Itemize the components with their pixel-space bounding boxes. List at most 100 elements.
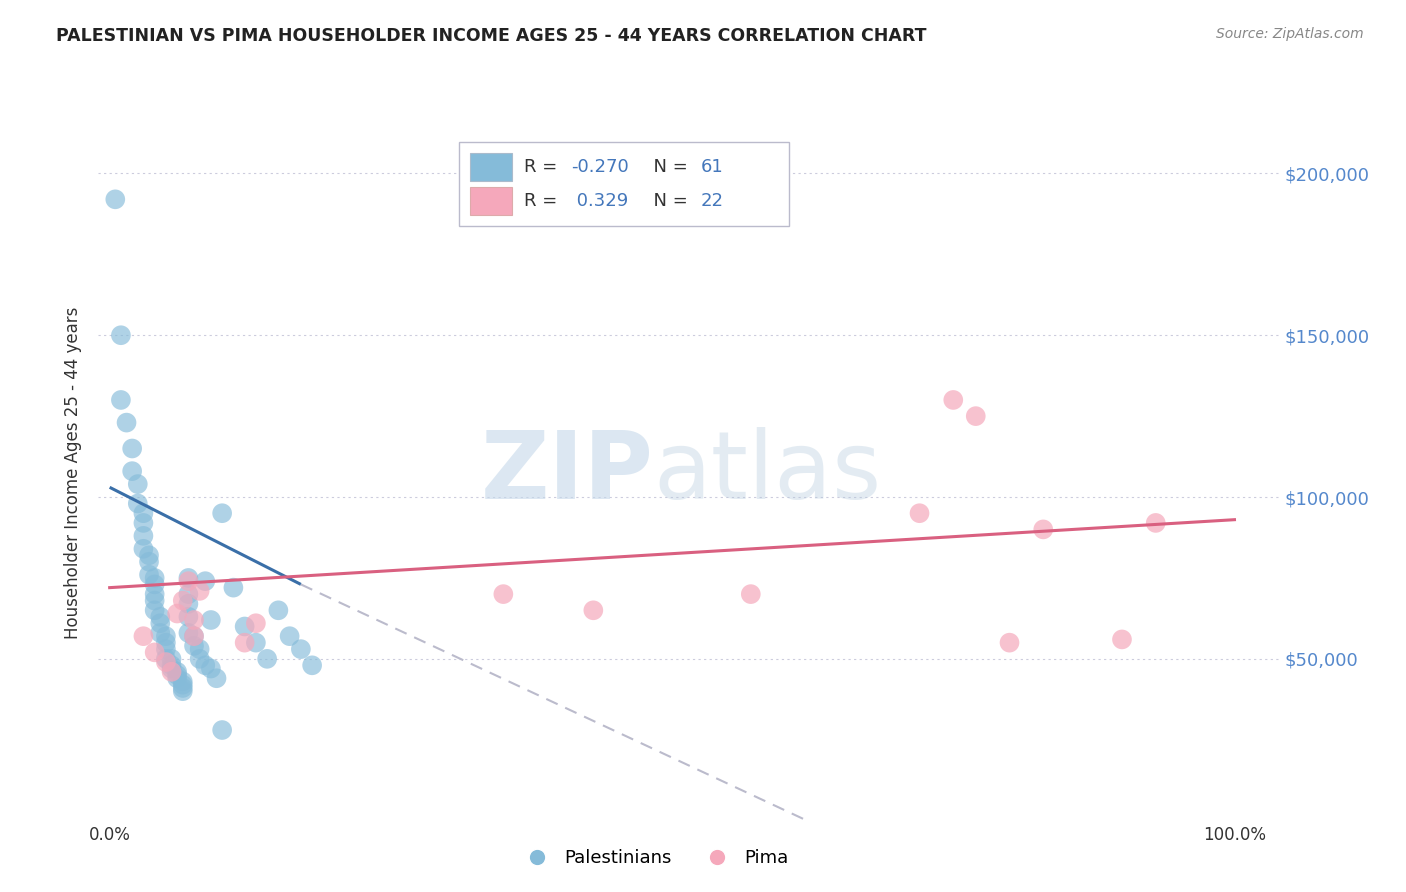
Point (177, 597, 200, 611)
Point (138, 567, 160, 582)
Point (194, 658, 217, 673)
Point (177, 587, 200, 601)
Point (166, 665, 188, 679)
Point (1032, 522, 1054, 536)
Point (132, 541, 155, 556)
Point (127, 477, 149, 491)
Point (582, 603, 605, 617)
Point (160, 661, 183, 675)
Point (233, 619, 256, 633)
Point (172, 593, 194, 607)
Point (245, 616, 267, 631)
Text: atlas: atlas (654, 426, 882, 519)
Text: N =: N = (641, 158, 693, 176)
Point (149, 616, 172, 631)
Point (149, 626, 172, 640)
Bar (471, 187, 512, 215)
Text: N =: N = (641, 193, 693, 211)
Point (166, 668, 188, 682)
Point (194, 574, 217, 589)
Point (155, 655, 177, 669)
Point (121, 442, 143, 456)
Point (1111, 632, 1133, 647)
Text: 0.329: 0.329 (571, 193, 628, 211)
Point (492, 587, 515, 601)
Point (138, 555, 160, 569)
FancyBboxPatch shape (458, 142, 789, 226)
Point (127, 496, 149, 510)
Point (740, 587, 762, 601)
Point (132, 506, 155, 520)
Point (172, 678, 194, 692)
Point (188, 642, 211, 657)
Bar (471, 153, 512, 180)
Point (301, 658, 323, 673)
Point (143, 593, 166, 607)
Point (143, 603, 166, 617)
Point (160, 665, 183, 679)
Point (160, 658, 183, 673)
Point (166, 607, 188, 621)
Point (143, 571, 166, 585)
Point (245, 635, 267, 649)
Point (1144, 516, 1167, 530)
Point (183, 629, 205, 643)
Legend: Palestinians, Pima: Palestinians, Pima (512, 842, 796, 874)
Text: PALESTINIAN VS PIMA HOUSEHOLDER INCOME AGES 25 - 44 YEARS CORRELATION CHART: PALESTINIAN VS PIMA HOUSEHOLDER INCOME A… (56, 27, 927, 45)
Point (172, 674, 194, 689)
Point (177, 609, 200, 624)
Text: -0.270: -0.270 (571, 158, 628, 176)
Point (965, 409, 987, 424)
Point (166, 671, 188, 685)
Point (256, 652, 278, 666)
Point (183, 629, 205, 643)
Point (942, 392, 965, 407)
Text: 61: 61 (700, 158, 724, 176)
Point (200, 613, 222, 627)
Point (172, 681, 194, 695)
Point (908, 506, 931, 520)
Text: R =: R = (523, 193, 562, 211)
Point (132, 516, 155, 530)
Point (183, 613, 205, 627)
Point (155, 652, 177, 666)
Point (121, 464, 143, 478)
Y-axis label: Householder Income Ages 25 - 44 years: Householder Income Ages 25 - 44 years (65, 307, 83, 639)
Point (143, 587, 166, 601)
Point (233, 635, 256, 649)
Point (177, 571, 200, 585)
Point (205, 671, 228, 685)
Point (155, 629, 177, 643)
Point (132, 529, 155, 543)
Point (172, 684, 194, 698)
Point (155, 642, 177, 657)
Text: ZIP: ZIP (481, 426, 654, 519)
Point (200, 661, 222, 675)
Text: 22: 22 (700, 193, 724, 211)
Point (222, 581, 245, 595)
Point (211, 506, 233, 520)
Text: Source: ZipAtlas.com: Source: ZipAtlas.com (1216, 27, 1364, 41)
Point (188, 583, 211, 598)
Point (160, 652, 183, 666)
Point (267, 603, 290, 617)
Point (211, 723, 233, 737)
Point (998, 635, 1021, 649)
Point (143, 645, 166, 659)
Point (290, 642, 312, 657)
Point (183, 639, 205, 653)
Point (132, 629, 155, 643)
Point (104, 192, 127, 206)
Point (110, 328, 132, 343)
Point (149, 609, 172, 624)
Point (177, 574, 200, 589)
Point (110, 392, 132, 407)
Text: R =: R = (523, 158, 562, 176)
Point (143, 577, 166, 591)
Point (155, 635, 177, 649)
Point (138, 549, 160, 563)
Point (177, 626, 200, 640)
Point (278, 629, 301, 643)
Point (115, 416, 138, 430)
Point (188, 652, 211, 666)
